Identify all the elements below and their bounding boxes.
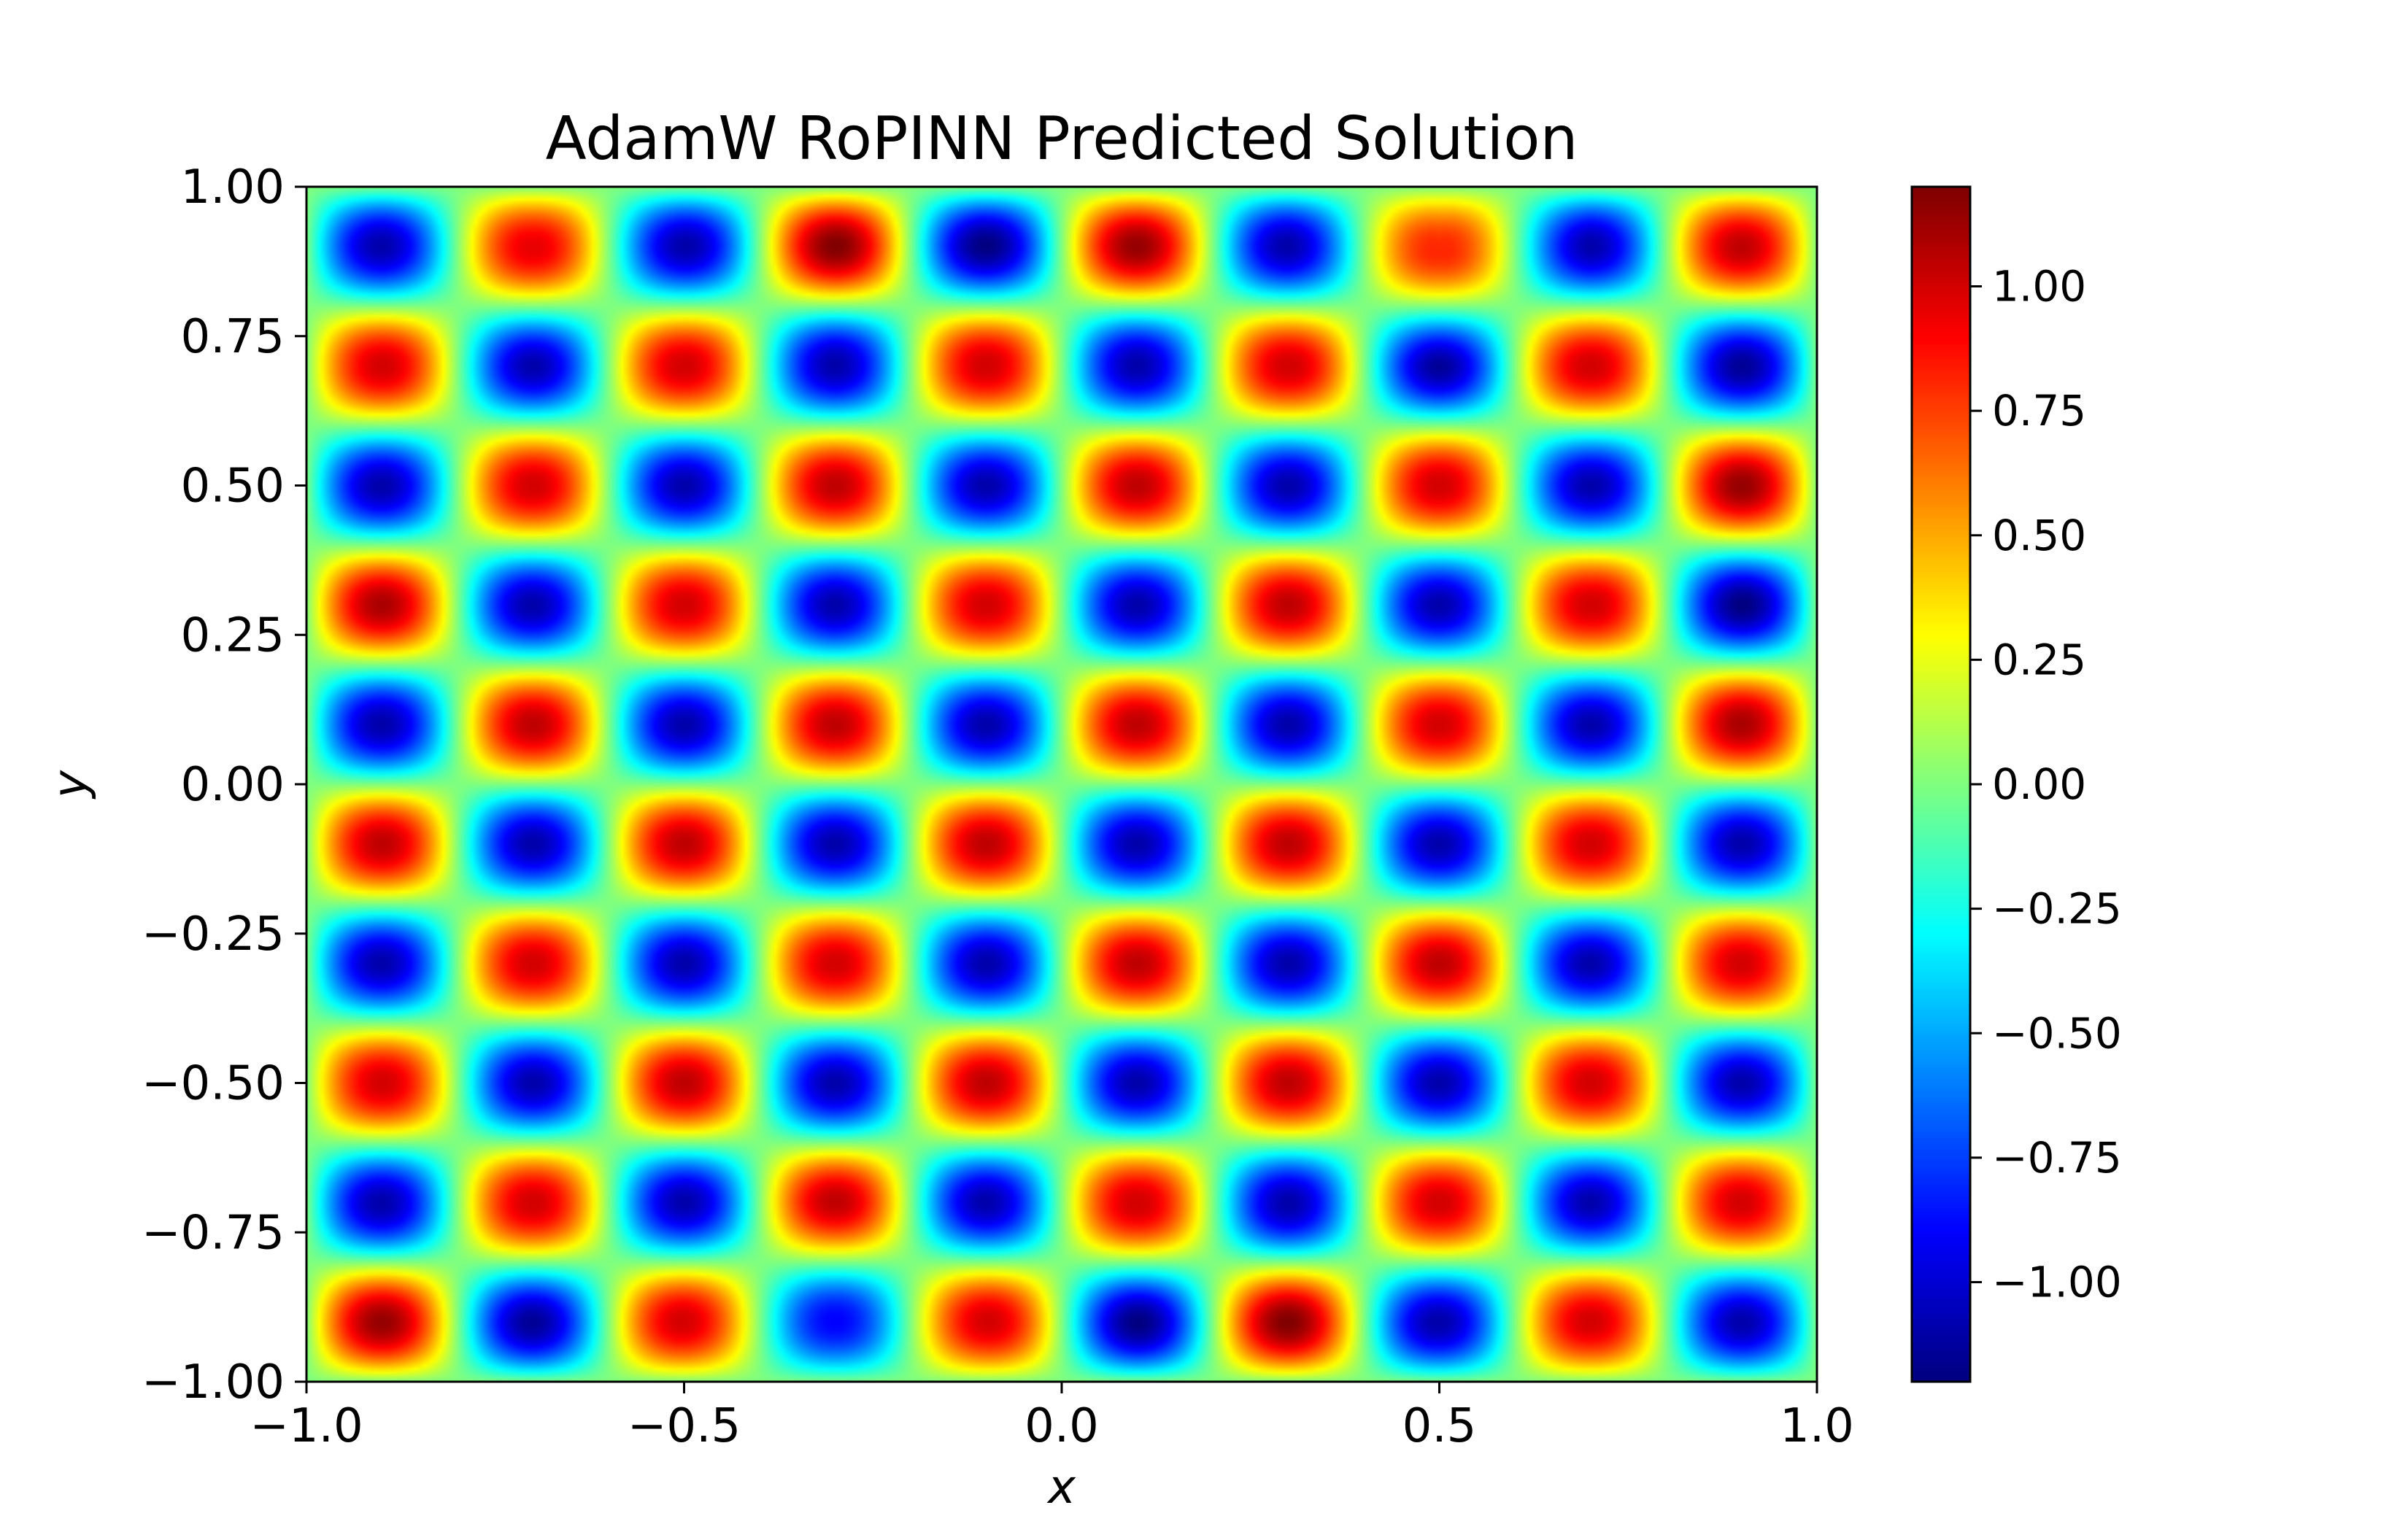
y-axis-label: y bbox=[44, 770, 98, 800]
y-tick-label: 0.50 bbox=[181, 460, 285, 514]
y-tick-label: −0.50 bbox=[142, 1057, 285, 1111]
colorbar-tick-label: 0.75 bbox=[1992, 386, 2086, 436]
x-tick-label: −1.0 bbox=[250, 1399, 363, 1453]
y-tick-label: 0.00 bbox=[181, 758, 285, 812]
x-tick-label: 0.5 bbox=[1402, 1399, 1477, 1453]
y-tick-label: −1.00 bbox=[142, 1355, 285, 1409]
y-tick-label: −0.25 bbox=[142, 908, 285, 962]
colorbar-ticks: −1.00 −0.75 −0.50 −0.25 0.00 0.25 0.50 0.75 1.00 bbox=[1970, 262, 2122, 1307]
colorbar-tick-label: 1.00 bbox=[1992, 262, 2086, 312]
x-axis-label: x bbox=[1046, 1461, 1076, 1514]
y-tick-label: 0.75 bbox=[181, 310, 285, 364]
colorbar-tick-label: −0.25 bbox=[1992, 884, 2122, 934]
colorbar-tick-label: −0.75 bbox=[1992, 1133, 2122, 1183]
colorbar-tick-label: 0.00 bbox=[1992, 759, 2086, 809]
y-axis: −1.00 −0.75 −0.50 −0.25 0.00 0.25 0.50 0.75 1.00 bbox=[142, 160, 306, 1409]
colorbar: −1.00 −0.75 −0.50 −0.25 0.00 0.25 0.50 0.75 1.00 bbox=[1910, 185, 2122, 1383]
x-tick-label: 1.0 bbox=[1780, 1399, 1854, 1453]
heatmap-image bbox=[306, 187, 1817, 1382]
x-tick-label: 0.0 bbox=[1024, 1399, 1099, 1453]
chart-title: AdamW RoPINN Predicted Solution bbox=[546, 104, 1578, 174]
colorbar-tick-label: 0.25 bbox=[1992, 635, 2086, 684]
y-tick-label: −0.75 bbox=[142, 1206, 285, 1260]
colorbar-tick-label: −1.00 bbox=[1992, 1258, 2122, 1307]
y-tick-label: 1.00 bbox=[181, 160, 285, 214]
colorbar-gradient bbox=[1912, 187, 1970, 1382]
y-tick-label: 0.25 bbox=[181, 608, 285, 662]
colorbar-tick-label: 0.50 bbox=[1992, 511, 2086, 560]
heatmap-plot bbox=[306, 187, 1817, 1382]
colorbar-tick-label: −0.50 bbox=[1992, 1008, 2122, 1058]
x-axis: −1.0 −0.5 0.0 0.5 1.0 bbox=[250, 1382, 1854, 1453]
x-tick-label: −0.5 bbox=[628, 1399, 741, 1453]
